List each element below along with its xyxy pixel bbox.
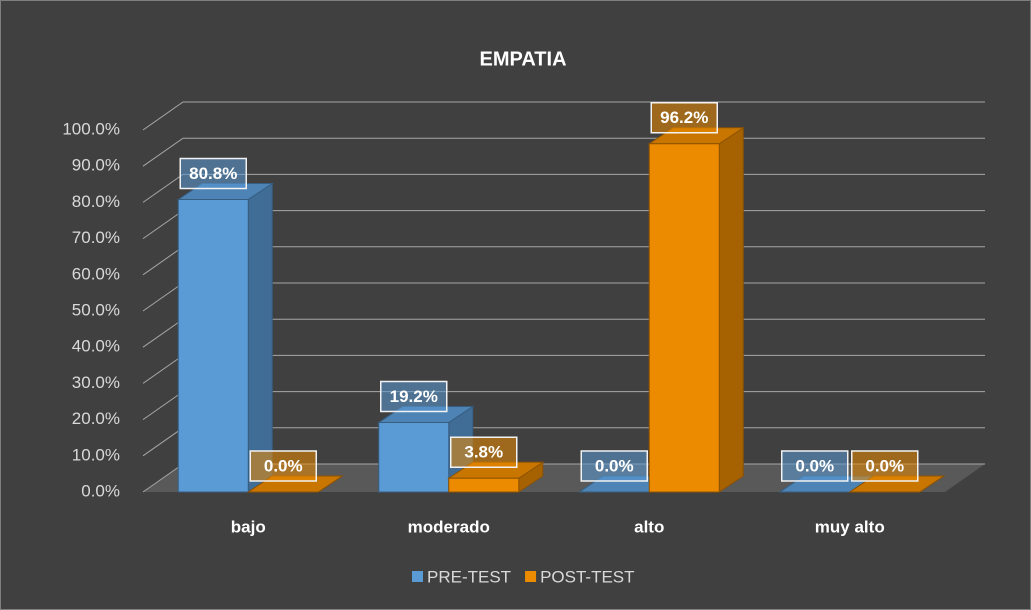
legend-swatch <box>525 571 537 582</box>
data-label-box <box>851 450 919 482</box>
data-label-box <box>450 436 518 468</box>
data-label: 80.8% <box>189 164 237 183</box>
x-tick-label: bajo <box>231 517 266 536</box>
legend-swatch <box>412 571 423 582</box>
bar-face <box>648 143 720 493</box>
y-tick-label: 80.0% <box>72 192 120 211</box>
data-label: 96.2% <box>660 108 708 127</box>
data-label: 3.8% <box>464 443 503 462</box>
y-tick-label: 100.0% <box>62 119 120 138</box>
x-tick-label: moderado <box>408 517 490 536</box>
data-label-box <box>650 102 718 134</box>
data-label-box <box>380 380 448 413</box>
data-label: 19.2% <box>390 387 438 406</box>
y-tick-label: 30.0% <box>72 373 120 392</box>
y-tick-label: 70.0% <box>72 228 120 247</box>
x-tick-label: muy alto <box>815 517 885 536</box>
data-label-box <box>781 450 849 482</box>
x-tick-label: alto <box>634 517 664 536</box>
data-label-box <box>249 450 317 482</box>
bar <box>447 461 545 493</box>
y-tick-label: 90.0% <box>72 156 120 175</box>
y-tick-label: 10.0% <box>72 445 120 464</box>
data-label: 0.0% <box>795 456 834 475</box>
chart-title: EMPATIA <box>479 48 566 70</box>
bar-face <box>378 421 450 493</box>
floor <box>143 464 985 492</box>
bar-face <box>448 477 520 493</box>
legend-label: POST-TEST <box>540 567 634 586</box>
legend-label: PRE-TEST <box>427 567 511 586</box>
data-label-box <box>179 157 247 190</box>
bar-face <box>718 126 744 493</box>
grid-line <box>142 101 985 131</box>
bar <box>176 182 274 493</box>
bar <box>647 126 745 493</box>
y-tick-label: 50.0% <box>72 300 120 319</box>
data-label: 0.0% <box>264 456 303 475</box>
data-label: 0.0% <box>865 456 904 475</box>
y-tick-label: 0.0% <box>81 481 120 500</box>
data-label: 0.0% <box>595 456 634 475</box>
y-tick-label: 40.0% <box>72 337 120 356</box>
y-tick-label: 20.0% <box>72 409 120 428</box>
y-tick-label: 60.0% <box>72 264 120 283</box>
bar-face <box>247 182 273 493</box>
bar-face <box>177 199 249 493</box>
data-label-box <box>580 450 648 482</box>
